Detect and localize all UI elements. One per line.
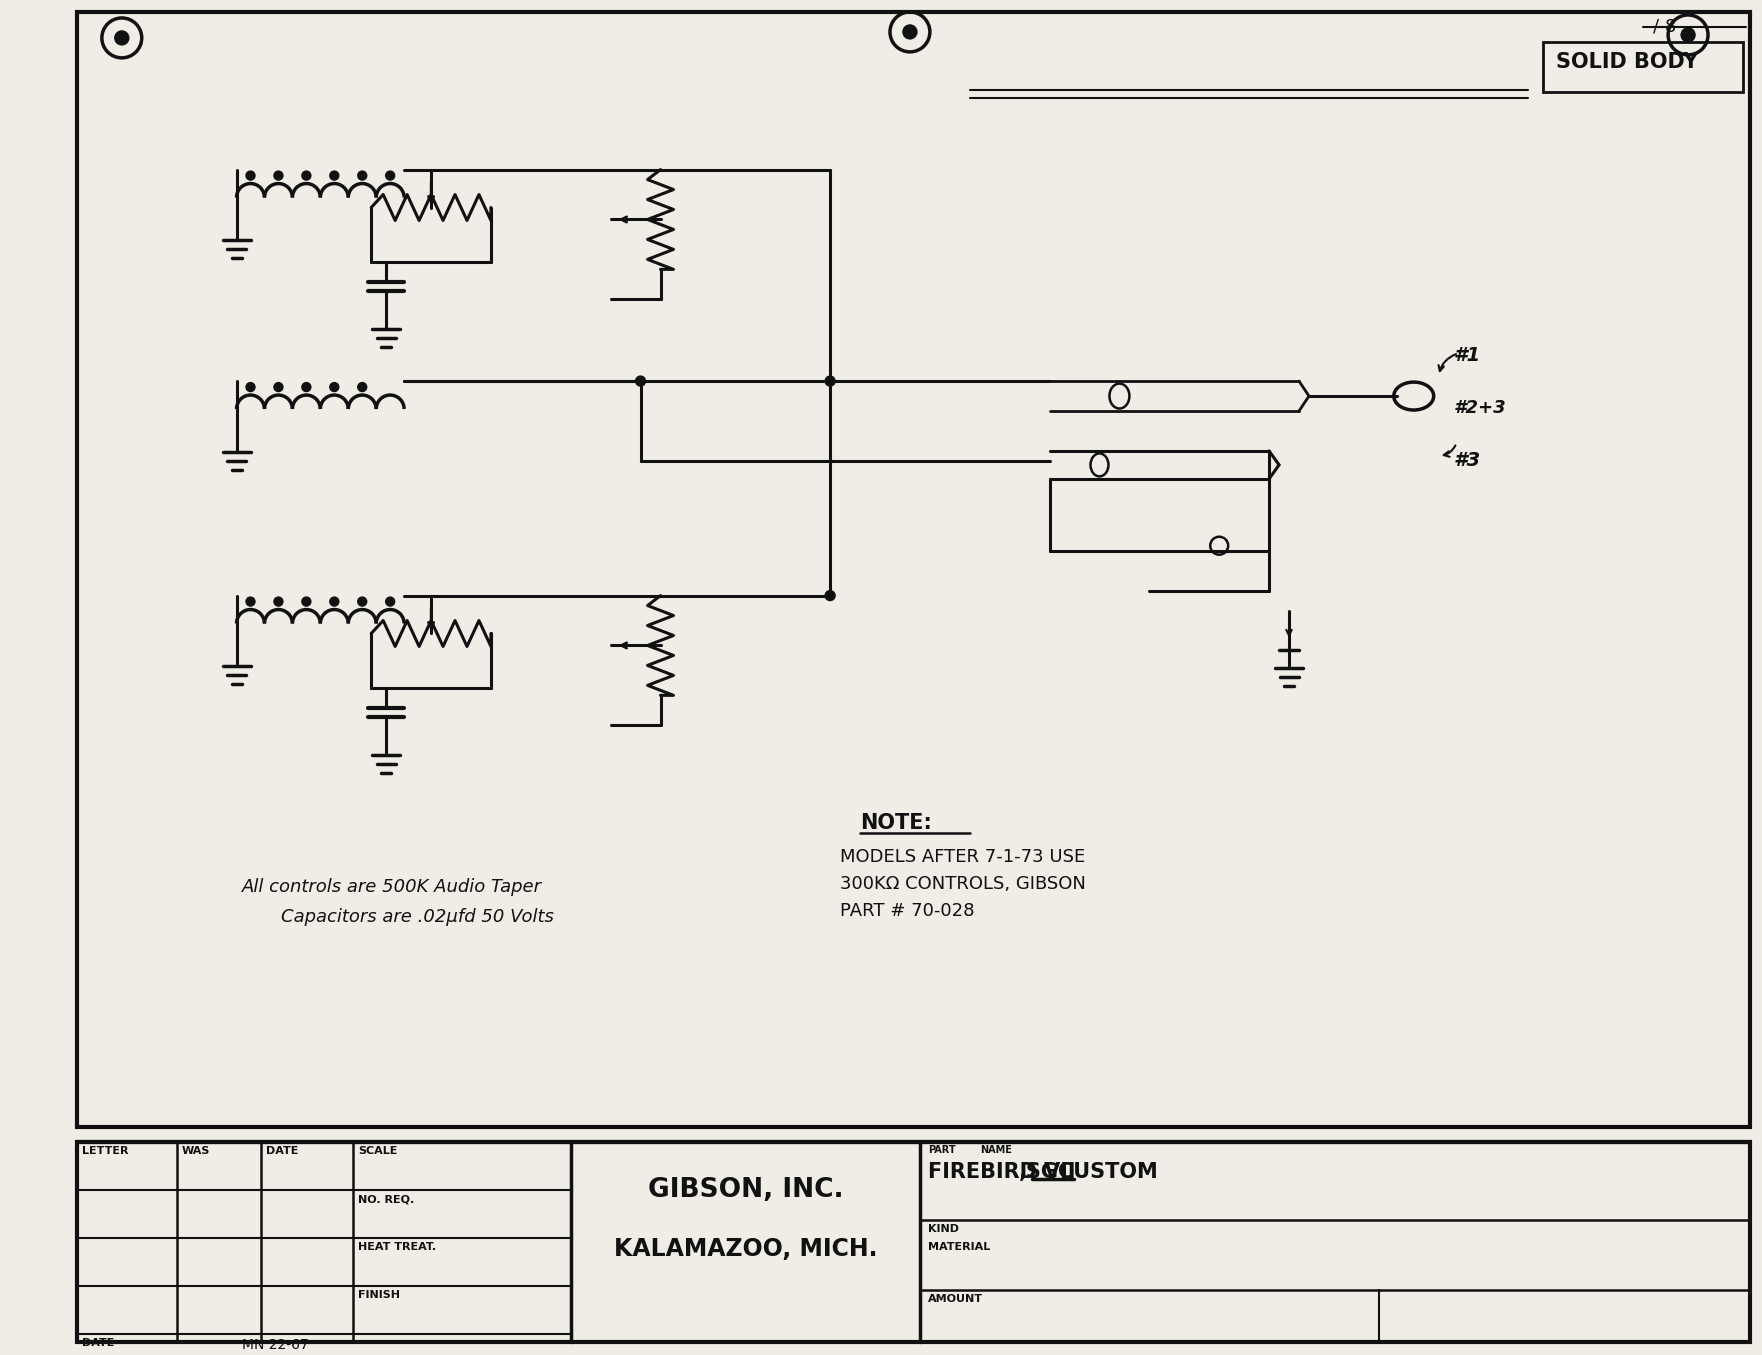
- Circle shape: [386, 171, 395, 180]
- Circle shape: [273, 171, 284, 180]
- Text: KIND: KIND: [929, 1224, 959, 1234]
- Circle shape: [825, 377, 835, 386]
- Circle shape: [358, 171, 366, 180]
- Text: PART: PART: [929, 1145, 955, 1156]
- Circle shape: [273, 598, 284, 606]
- Text: All controls are 500K Audio Taper: All controls are 500K Audio Taper: [241, 878, 541, 896]
- Text: Capacitors are .02μfd 50 Volts: Capacitors are .02μfd 50 Volts: [282, 908, 555, 925]
- Text: 300KΩ CONTROLS, GIBSON: 300KΩ CONTROLS, GIBSON: [840, 875, 1085, 893]
- Circle shape: [247, 171, 255, 180]
- Text: MATERIAL: MATERIAL: [929, 1243, 990, 1252]
- Text: #2+3: #2+3: [1454, 400, 1507, 417]
- Circle shape: [329, 171, 338, 180]
- Bar: [1544, 42, 1743, 92]
- Circle shape: [273, 382, 284, 392]
- Text: NAME: NAME: [980, 1145, 1011, 1156]
- Circle shape: [301, 171, 310, 180]
- Text: SCALE: SCALE: [358, 1146, 398, 1156]
- Text: SOLID BODY: SOLID BODY: [1556, 51, 1699, 72]
- Text: NO. REQ.: NO. REQ.: [358, 1194, 414, 1205]
- Circle shape: [247, 598, 255, 606]
- Circle shape: [358, 598, 366, 606]
- Circle shape: [329, 382, 338, 392]
- Circle shape: [1681, 28, 1695, 42]
- Text: DATE: DATE: [81, 1337, 115, 1348]
- Circle shape: [386, 598, 395, 606]
- Text: KALAMAZOO, MICH.: KALAMAZOO, MICH.: [613, 1237, 877, 1262]
- Bar: [78, 1142, 1750, 1341]
- Text: GIBSON, INC.: GIBSON, INC.: [647, 1177, 844, 1203]
- Text: LETTER: LETTER: [81, 1146, 129, 1156]
- Circle shape: [301, 598, 310, 606]
- Circle shape: [329, 598, 338, 606]
- Text: FIREBIRD VII: FIREBIRD VII: [929, 1163, 1075, 1182]
- Text: FINISH: FINISH: [358, 1290, 400, 1299]
- Text: NOTE:: NOTE:: [860, 813, 932, 833]
- Text: #3: #3: [1454, 451, 1480, 470]
- Text: MODELS AFTER 7-1-73 USE: MODELS AFTER 7-1-73 USE: [840, 848, 1085, 866]
- Text: HEAT TREAT.: HEAT TREAT.: [358, 1243, 437, 1252]
- Text: MN 22-67: MN 22-67: [241, 1337, 308, 1352]
- Circle shape: [825, 591, 835, 600]
- Text: WAS: WAS: [181, 1146, 210, 1156]
- Text: AMOUNT: AMOUNT: [929, 1294, 983, 1304]
- Text: ,SGCUSTOM: ,SGCUSTOM: [1018, 1163, 1158, 1182]
- Circle shape: [247, 382, 255, 392]
- Bar: [78, 12, 1750, 1127]
- Circle shape: [301, 382, 310, 392]
- Circle shape: [902, 24, 916, 39]
- Text: #1: #1: [1454, 346, 1480, 366]
- Text: PART # 70-028: PART # 70-028: [840, 902, 974, 920]
- Text: DATE: DATE: [266, 1146, 300, 1156]
- Circle shape: [358, 382, 366, 392]
- Circle shape: [115, 31, 129, 45]
- Circle shape: [636, 377, 645, 386]
- Text: / 8: / 8: [1653, 18, 1676, 37]
